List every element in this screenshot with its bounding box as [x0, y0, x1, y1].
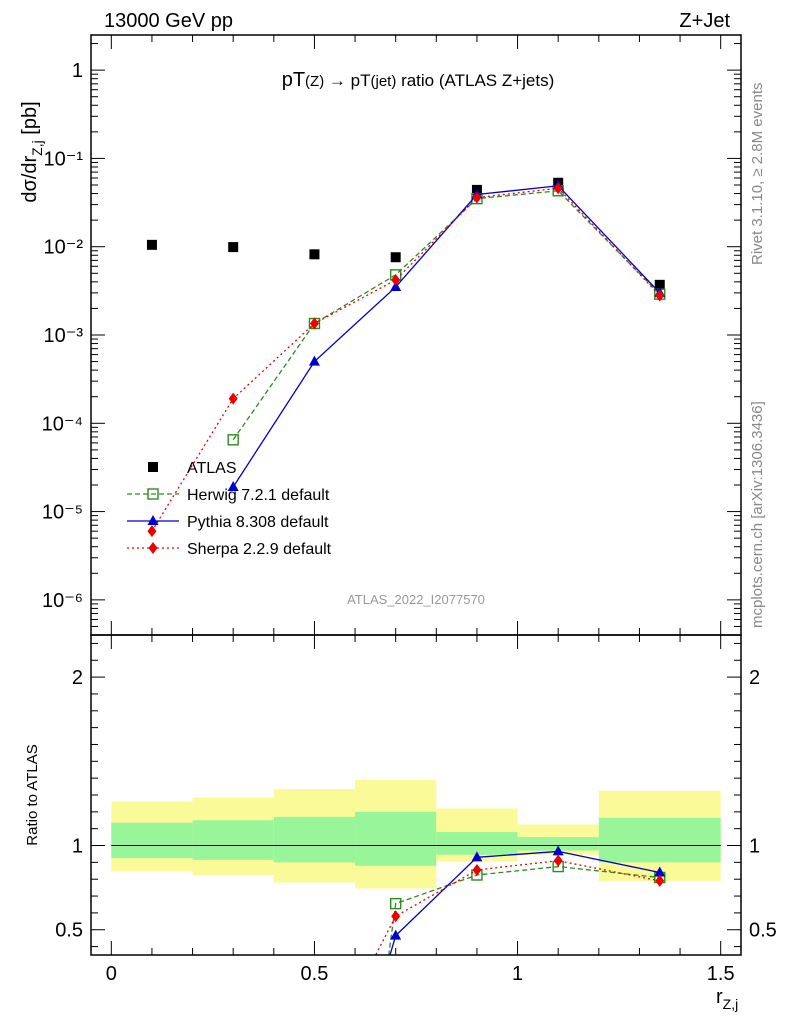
band-inner: [517, 837, 599, 851]
point-sherpa: [228, 392, 238, 405]
legend-label-data: ATLAS: [187, 460, 237, 477]
main-ytick-label: 10⁻²: [44, 237, 84, 259]
band-inner: [111, 822, 193, 859]
band-inner: [192, 820, 274, 860]
ratio-xtick-label: 1.5: [707, 963, 735, 985]
title-sub: (Z): [305, 73, 324, 90]
series-data: [146, 177, 665, 290]
main-ytick-label: 10⁻¹: [44, 148, 84, 170]
rivet-label: Rivet 3.1.10, ≥ 2.8M events: [749, 83, 766, 266]
main-ylabel: dσ/drZ,j [pb]: [19, 101, 45, 202]
main-data-layer: [146, 177, 666, 538]
legend-label-herwig: Herwig 7.2.1 default: [187, 487, 330, 504]
ratio-point-pythia: [390, 929, 402, 940]
title-rest: ratio (ATLAS Z+jets): [396, 71, 554, 90]
ratio-ylabel: Ratio to ATLAS: [24, 744, 41, 845]
ratio-data-layer: [374, 845, 666, 955]
ratio-axis-ticks: 0.5 0.5 1 1 2 2 0 0.5 1 1.5: [55, 635, 777, 985]
main-ytick-label: 10⁻⁵: [42, 502, 83, 524]
ratio-xlabel: rZ,j: [716, 986, 738, 1012]
ratio-point-pythia: [654, 866, 666, 877]
main-ylabel-text: dσ/dr: [19, 156, 41, 203]
point-data: [309, 249, 320, 260]
ratio-point-herwig: [389, 897, 402, 910]
ratio-xlabel-sub: Z,j: [723, 996, 739, 1012]
ratio-point-sherpa: [472, 863, 482, 876]
main-ytick-label: 10⁻³: [44, 325, 84, 347]
point-sherpa: [309, 317, 319, 330]
main-axis-ticks: 10⁻⁶ 10⁻⁵ 10⁻⁴ 10⁻³ 10⁻² 10⁻¹ 1: [42, 35, 741, 636]
band-inner: [355, 811, 437, 866]
series-line-herwig: [232, 190, 661, 441]
legend-label-pythia: Pythia 8.308 default: [187, 514, 329, 531]
point-data: [146, 239, 157, 250]
header-left: 13000 GeV pp: [104, 10, 233, 32]
ratio-series-pythia: [389, 845, 666, 955]
ratio-xlabel-text: r: [716, 986, 723, 1008]
title-mid: → pT: [324, 71, 370, 90]
main-ytick-label: 10⁻⁶: [42, 590, 83, 612]
point-data: [390, 252, 401, 263]
ratio-point-pythia: [471, 851, 483, 862]
point-herwig: [227, 434, 239, 446]
main-ytick-label: 1: [72, 60, 83, 82]
band-inner: [273, 816, 356, 863]
series-herwig: [227, 185, 666, 446]
ratio-xtick-label: 0.5: [301, 963, 329, 985]
legend: ATLAS Herwig 7.2.1 default Pythia 8.308 de…: [127, 460, 332, 558]
ratio-xtick-label: 1: [512, 963, 523, 985]
point-sherpa: [553, 182, 563, 195]
ratio-bands: [111, 779, 721, 889]
ratio-series-sherpa: [374, 854, 665, 955]
main-panel: 10⁻⁶ 10⁻⁵ 10⁻⁴ 10⁻³ 10⁻² 10⁻¹ 1 pT(Z) → pT(jet…: [19, 34, 742, 636]
point-sherpa: [391, 273, 401, 286]
main-ylabel-sub: Z,j: [29, 140, 45, 156]
ratio-ytick-label: 0.5: [55, 920, 83, 942]
point-sherpa: [147, 525, 157, 538]
point-pythia: [227, 480, 239, 491]
series-sherpa: [147, 182, 665, 538]
analysis-id: ATLAS_2022_I2077570: [347, 592, 485, 607]
point-data: [654, 279, 665, 290]
title-main: pT: [282, 69, 305, 91]
ratio-ytick-label-right: 1: [749, 836, 760, 858]
ratio-frame: [90, 634, 742, 956]
main-ytick-label: 10⁻⁴: [42, 413, 83, 435]
ratio-point-sherpa: [391, 910, 401, 923]
header-right: Z+Jet: [679, 10, 730, 32]
band-inner: [436, 832, 518, 855]
main-title: pT(Z) → pT(jet) ratio (ATLAS Z+jets): [282, 69, 555, 91]
title-sub2: (jet): [371, 73, 397, 90]
ratio-ytick-label-right: 2: [749, 667, 760, 689]
point-data: [228, 242, 239, 253]
ratio-ytick-label: 1: [72, 836, 83, 858]
legend-label-sherpa: Sherpa 2.2.9 default: [187, 541, 332, 558]
point-sherpa: [655, 289, 665, 302]
legend-marker-sherpa: [148, 542, 158, 554]
legend-marker-pythia: [147, 515, 159, 525]
point-pythia: [308, 355, 320, 366]
ratio-xtick-label: 0: [106, 963, 117, 985]
legend-marker-herwig: [147, 488, 159, 500]
series-line-sherpa: [151, 187, 661, 532]
series-line-pythia: [232, 185, 661, 488]
point-sherpa: [472, 191, 482, 204]
ratio-point-pythia: [552, 845, 564, 856]
legend-marker-data: [148, 462, 158, 472]
mcplots-label: mcplots.cern.ch [arXiv:1306.3436]: [749, 401, 766, 628]
main-ylabel-unit: [pb]: [19, 101, 41, 140]
ratio-point-sherpa: [553, 854, 563, 867]
ratio-point-sherpa: [655, 874, 665, 887]
ratio-ytick-label: 2: [72, 667, 83, 689]
ratio-panel: 0.5 0.5 1 1 2 2 0 0.5 1 1.5 Ratio to ATLAS rZ,j: [24, 634, 777, 1012]
ratio-ytick-label-right: 0.5: [749, 920, 777, 942]
band-inner: [598, 817, 721, 863]
